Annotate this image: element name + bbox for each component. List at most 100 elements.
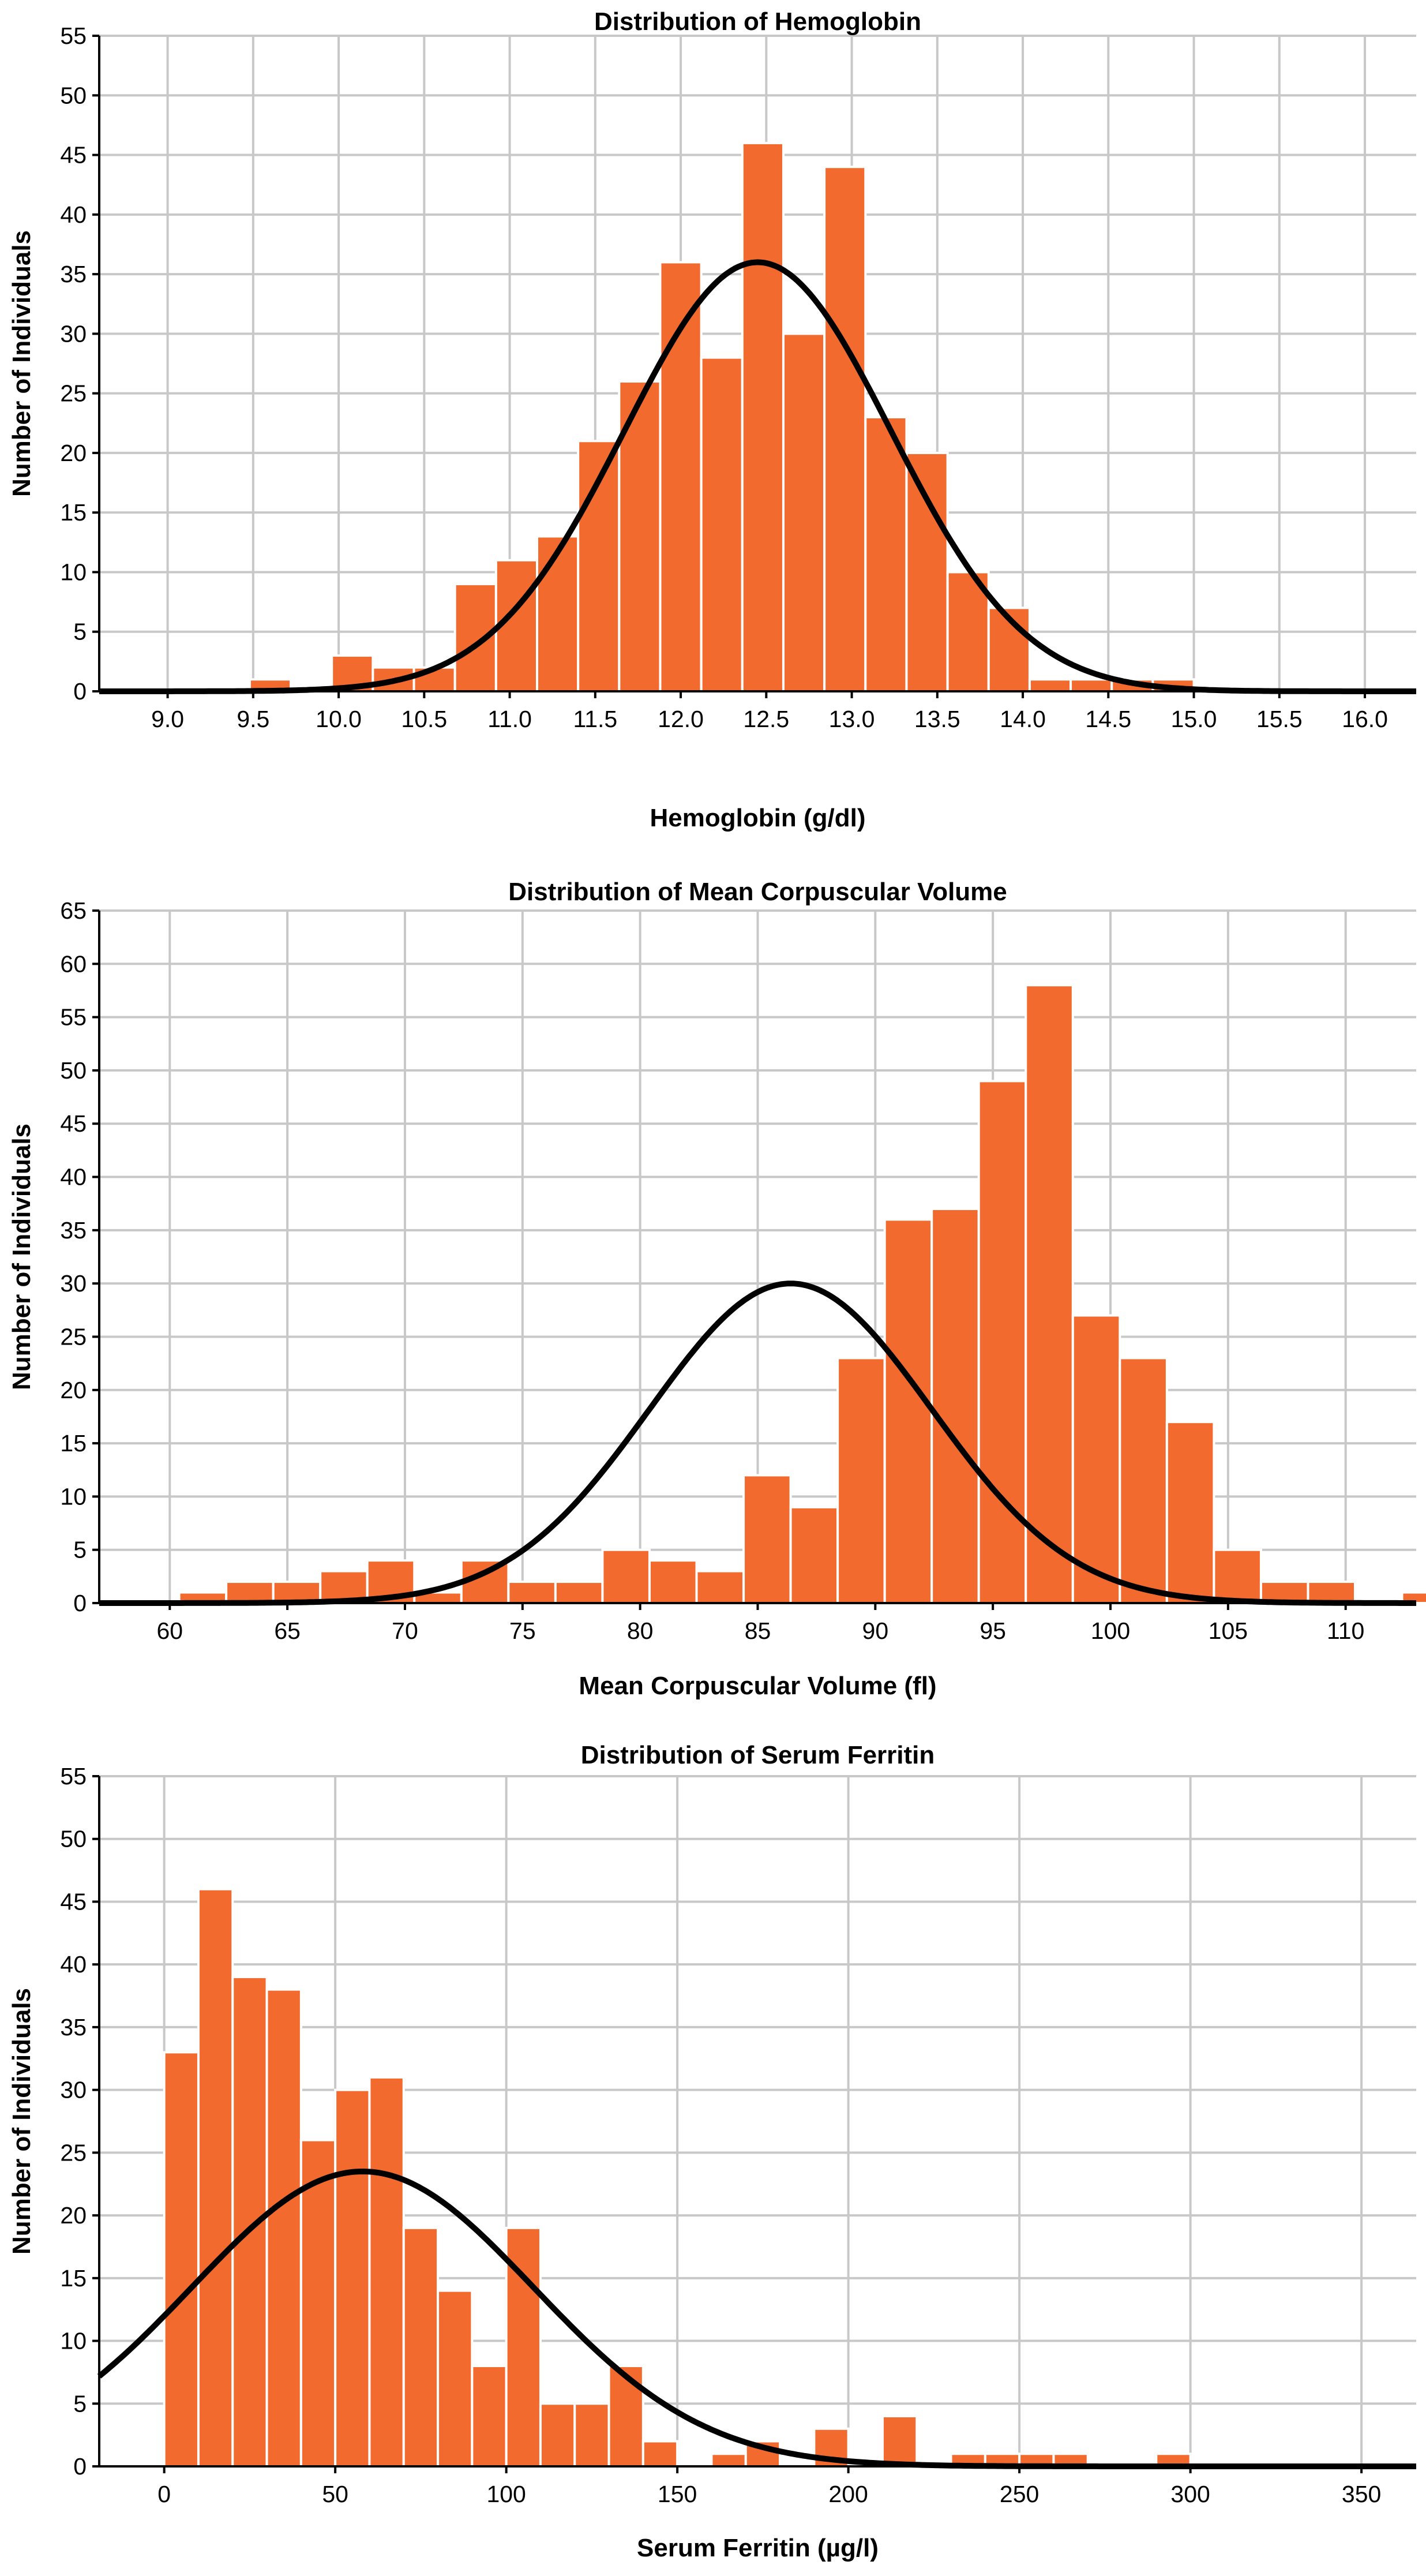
y-tick-label: 20	[60, 1377, 87, 1403]
histogram-bar	[471, 2365, 508, 2468]
y-tick-label: 50	[60, 1057, 87, 1084]
x-tick-label: 10.0	[316, 706, 362, 732]
histogram-bar	[265, 1988, 302, 2468]
y-tick-label: 25	[60, 2139, 87, 2166]
histogram-bar	[710, 2453, 747, 2468]
x-tick-label: 300	[1170, 2481, 1210, 2507]
x-tick-label: 85	[745, 1618, 771, 1644]
histogram-bar	[554, 1581, 604, 1604]
gridlines	[99, 35, 1416, 692]
x-tick-label: 100	[1091, 1618, 1130, 1644]
x-tick-label: 13.0	[829, 706, 875, 732]
x-tick-label: 250	[1000, 2481, 1039, 2507]
x-tick-label: 10.5	[401, 706, 447, 732]
y-tick-label: 20	[60, 2202, 87, 2229]
y-tick-label: 0	[73, 1590, 87, 1616]
x-tick-label: 16.0	[1342, 706, 1388, 732]
y-tick-label: 10	[60, 2328, 87, 2354]
histogram-bar	[368, 2076, 405, 2468]
x-tick-label: 14.0	[1000, 706, 1046, 732]
histogram-bar	[695, 1570, 745, 1605]
x-tick-label: 15.0	[1171, 706, 1217, 732]
y-tick-label: 50	[60, 1826, 87, 1852]
x-tick-label: 12.0	[658, 706, 704, 732]
y-axis-label: Number of Individuals	[7, 1988, 36, 2255]
y-axis-label: Number of Individuals	[7, 1124, 36, 1390]
histogram-bar	[1119, 1357, 1168, 1604]
y-tick-label: 5	[73, 1537, 87, 1563]
y-tick-label: 50	[60, 82, 87, 108]
x-tick-label: 15.5	[1256, 706, 1303, 732]
histogram-bar	[905, 451, 949, 693]
x-tick-label: 100	[486, 2481, 526, 2507]
histogram-bar	[641, 2440, 679, 2468]
x-tick-label: 9.0	[151, 706, 184, 732]
histogram-bar	[1165, 1421, 1215, 1604]
y-tick-label: 35	[60, 261, 87, 287]
x-tick-label: 75	[509, 1618, 536, 1644]
mcv-chart: Distribution of Mean Corpuscular Volume …	[7, 878, 1426, 1700]
x-tick-label: 12.5	[743, 706, 789, 732]
y-tick-label: 40	[60, 201, 87, 228]
histogram-bar	[601, 1548, 651, 1605]
hemoglobin-chart: Distribution of Hemoglobin Hemoglobin (g…	[7, 8, 1416, 832]
y-tick-label: 40	[60, 1951, 87, 1978]
histogram-bar	[883, 1218, 933, 1604]
y-tick-label: 25	[60, 1323, 87, 1350]
histogram-bar	[163, 2051, 200, 2468]
y-tick-label: 55	[60, 1004, 87, 1031]
histogram-bar	[864, 415, 908, 692]
y-tick-label: 45	[60, 1110, 87, 1137]
y-tick-label: 15	[60, 499, 87, 526]
y-tick-label: 15	[60, 1430, 87, 1457]
histogram-bar	[539, 2402, 576, 2468]
x-tick-label: 95	[980, 1618, 1006, 1644]
y-tick-label: 65	[60, 897, 87, 924]
histogram-bar	[836, 1357, 886, 1604]
normal-curve	[99, 1280, 1416, 1606]
y-tick-label: 0	[73, 678, 87, 705]
histogram-bar	[607, 2365, 644, 2468]
x-axis-label: Hemoglobin (g/dl)	[650, 804, 866, 832]
x-tick-label: 110	[1327, 1618, 1364, 1644]
histogram-bar	[700, 356, 744, 692]
x-axis-label: Serum Ferritin (µg/l)	[637, 2534, 879, 2562]
histogram-bar	[648, 1559, 698, 1604]
histogram-bar	[659, 261, 703, 693]
x-tick-label: 14.5	[1085, 706, 1131, 732]
histogram-bar	[536, 535, 580, 692]
y-tick-label: 40	[60, 1164, 87, 1190]
x-tick-label: 150	[658, 2481, 697, 2507]
x-tick-label: 9.5	[237, 706, 269, 732]
y-tick-label: 20	[60, 440, 87, 466]
histogram-bar	[881, 2415, 918, 2468]
histogram-bar	[334, 2088, 371, 2468]
histogram-bar	[823, 166, 867, 692]
histogram-bar	[299, 2139, 337, 2468]
y-tick-label: 5	[73, 2390, 87, 2417]
x-tick-label: 65	[274, 1618, 301, 1644]
y-axis-label: Number of Individuals	[7, 230, 36, 497]
y-tick-label: 10	[60, 1483, 87, 1510]
histogram-bar	[1071, 1314, 1121, 1605]
x-tick-label: 90	[862, 1618, 889, 1644]
serum-ferritin-chart: Distribution of Serum Ferritin Serum Fer…	[7, 1741, 1416, 2562]
y-tick-label: 5	[73, 619, 87, 645]
histogram-bar	[1028, 678, 1072, 693]
x-tick-label: 80	[627, 1618, 654, 1644]
normal-curve	[99, 259, 1416, 694]
histogram-bar	[987, 606, 1031, 693]
histogram-bars	[163, 1888, 1192, 2468]
x-tick-label: 13.5	[914, 706, 960, 732]
y-tick-label: 45	[60, 142, 87, 169]
histogram-bar	[437, 2289, 474, 2468]
x-tick-label: 0	[157, 2481, 171, 2507]
histogram-bar	[231, 1975, 268, 2468]
histogram-bar	[930, 1207, 980, 1604]
y-tick-label: 35	[60, 1217, 87, 1244]
histogram-bar	[782, 332, 826, 692]
histogram-bar	[741, 141, 785, 692]
y-tick-label: 30	[60, 1270, 87, 1297]
histogram-bar	[742, 1474, 792, 1604]
